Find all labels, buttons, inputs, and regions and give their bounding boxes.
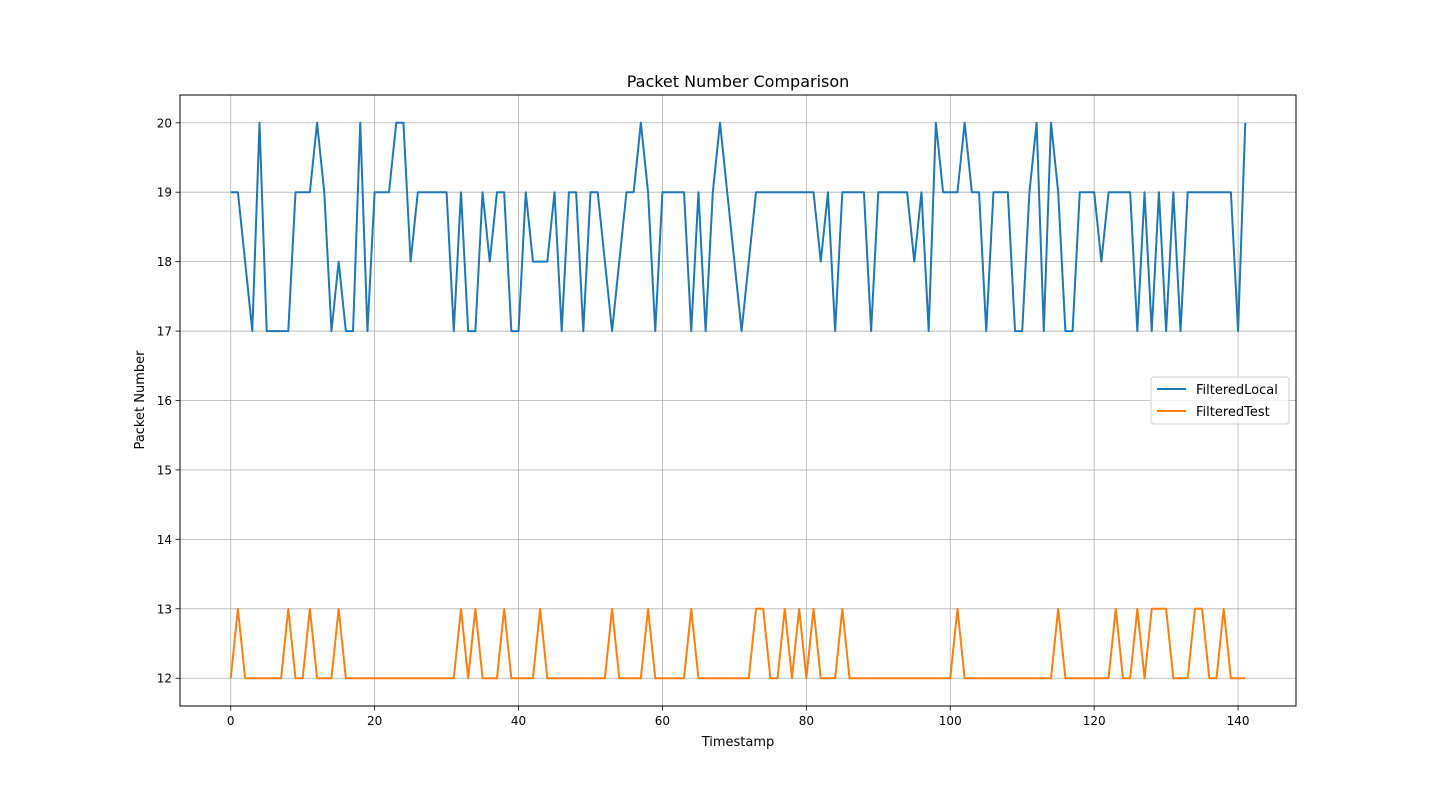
x-tick-label: 40 bbox=[511, 714, 526, 728]
y-tick-label: 15 bbox=[157, 463, 172, 477]
x-tick-label: 60 bbox=[655, 714, 670, 728]
chart-title: Packet Number Comparison bbox=[627, 72, 850, 91]
x-tick-label: 100 bbox=[939, 714, 962, 728]
x-tick-label: 120 bbox=[1083, 714, 1106, 728]
y-tick-label: 12 bbox=[157, 672, 172, 686]
y-tick-label: 18 bbox=[157, 255, 172, 269]
y-tick-label: 19 bbox=[157, 186, 172, 200]
y-tick-label: 16 bbox=[157, 394, 172, 408]
x-tick-label: 80 bbox=[799, 714, 814, 728]
x-tick-label: 20 bbox=[367, 714, 382, 728]
y-tick-label: 13 bbox=[157, 602, 172, 616]
series-layer bbox=[229, 121, 1247, 680]
tick-layer: 0 20 40 60 80 100 120 140 12 13 14 15 16 17 18 19 20 bbox=[157, 116, 1250, 728]
x-axis-label: Timestamp bbox=[701, 735, 775, 750]
y-axis-label: Packet Number bbox=[133, 350, 148, 450]
y-tick-label: 17 bbox=[157, 325, 172, 339]
series-line-filteredtest bbox=[229, 607, 1246, 680]
series-line-filteredlocal bbox=[230, 121, 1247, 333]
legend: FilteredLocal FilteredTest bbox=[1150, 376, 1290, 425]
legend-label-filteredlocal: FilteredLocal bbox=[1196, 383, 1278, 398]
y-tick-label: 20 bbox=[157, 116, 172, 130]
x-tick-label: 0 bbox=[227, 714, 235, 728]
legend-label-filteredtest: FilteredTest bbox=[1196, 405, 1270, 420]
y-tick-label: 14 bbox=[157, 533, 172, 547]
x-tick-label: 140 bbox=[1227, 714, 1250, 728]
